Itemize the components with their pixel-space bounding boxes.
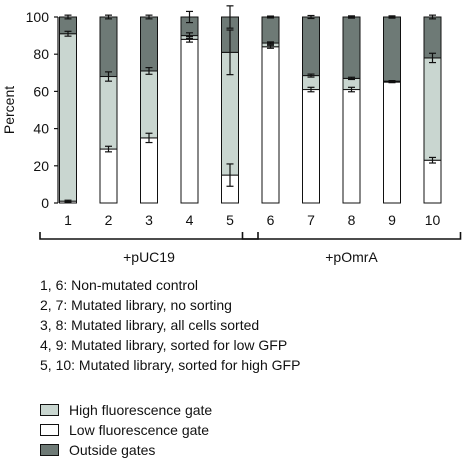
y-tick-label: 20 xyxy=(33,158,49,174)
bar-segment xyxy=(261,16,280,44)
note-1: 1, 6: Non-mutated control xyxy=(40,277,198,293)
bar-segment xyxy=(59,33,77,202)
group-label: +pOmrA xyxy=(325,249,378,265)
bar-segment xyxy=(140,16,158,72)
bar-segment xyxy=(383,16,401,82)
bar-segment xyxy=(342,16,361,79)
bar-segment xyxy=(423,16,442,59)
x-tick-label: 6 xyxy=(267,212,275,228)
legend-item-low: Low fluorescence gate xyxy=(40,420,212,440)
legend-swatch-high xyxy=(40,404,59,416)
x-tick-label: 9 xyxy=(388,212,396,228)
group-bracket xyxy=(39,232,259,240)
bar-segment xyxy=(423,159,442,204)
y-tick-label: 80 xyxy=(33,46,49,62)
x-tick-label: 2 xyxy=(105,212,113,228)
legend-label-high: High fluorescence gate xyxy=(69,402,213,418)
bar-segment xyxy=(99,76,118,150)
legend-label-low: Low fluorescence gate xyxy=(69,422,210,438)
stacked-bar-chart: 0 20 40 60 80 100 Percent 1 2 3 4 5 6 7 8 9 10 +pUC19 +pOm… xyxy=(1,5,462,265)
y-axis-label: Percent xyxy=(1,86,17,134)
legend-label-outside: Outside gates xyxy=(69,442,156,458)
y-tick-label: 60 xyxy=(33,83,49,99)
bar-segment xyxy=(180,38,199,204)
bar-segment xyxy=(302,89,320,204)
x-tick-label: 1 xyxy=(64,212,72,228)
x-tick-label: 10 xyxy=(425,212,441,228)
x-tick-label: 8 xyxy=(348,212,356,228)
x-tick-label: 5 xyxy=(226,212,234,228)
note-2: 2, 7: Mutated library, no sorting xyxy=(40,297,232,313)
bar-segment xyxy=(140,137,158,204)
note-5: 5, 10: Mutated library, sorted for high … xyxy=(40,357,301,373)
legend-swatch-outside xyxy=(40,444,59,456)
bar-segment xyxy=(342,89,361,204)
bar-segment xyxy=(302,16,320,77)
x-tick-label: 3 xyxy=(145,212,153,228)
x-tick-label: 7 xyxy=(307,212,315,228)
note-4: 4, 9: Mutated library, sorted for low GF… xyxy=(40,337,288,353)
legend-item-high: High fluorescence gate xyxy=(40,400,212,420)
bar-segment xyxy=(423,57,442,161)
bar-segment xyxy=(140,70,158,139)
x-tick-label: 4 xyxy=(186,212,194,228)
bar-segment xyxy=(261,46,280,204)
bar-segment xyxy=(99,148,118,204)
y-tick-label: 0 xyxy=(41,195,49,211)
group-label: +pUC19 xyxy=(123,249,175,265)
notes-list: 1, 6: Non-mutated control 2, 7: Mutated … xyxy=(40,275,300,375)
y-tick-label: 40 xyxy=(33,121,49,137)
y-tick-label: 100 xyxy=(26,9,50,25)
bar-segment xyxy=(99,16,118,78)
note-3: 3, 8: Mutated library, all cells sorted xyxy=(40,317,260,333)
legend: High fluorescence gate Low fluorescence … xyxy=(40,400,212,460)
bar-segment xyxy=(383,81,401,204)
group-bracket xyxy=(241,232,462,240)
legend-swatch-low xyxy=(40,424,59,436)
legend-item-outside: Outside gates xyxy=(40,440,212,460)
